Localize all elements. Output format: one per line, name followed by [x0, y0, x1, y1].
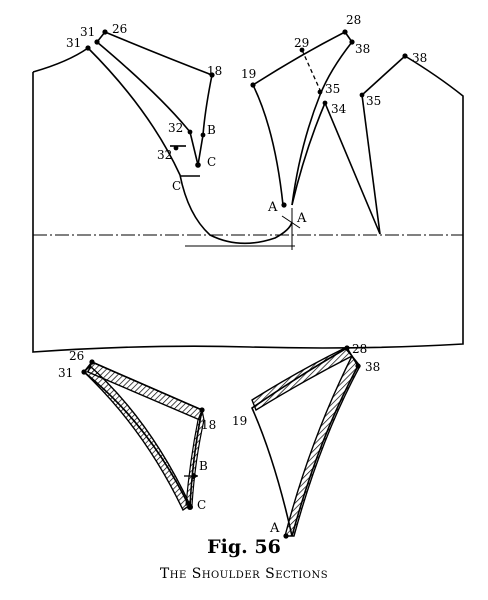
section-label-19: 19 [232, 414, 247, 428]
back-dart-top [252, 31, 346, 86]
label-A-right: A [296, 211, 307, 226]
section-label-26: 26 [69, 349, 84, 363]
label-34: 34 [331, 102, 347, 116]
label-18: 18 [207, 64, 222, 78]
arrow-B-head [192, 472, 198, 480]
label-C: C [207, 155, 216, 169]
line-34-to-base [324, 102, 381, 235]
label-31: 31 [66, 36, 81, 50]
bodice-labels: 31 31 26 18 32 32 B C C 28 29 38 19 35 3… [66, 13, 427, 226]
label-32-lower: 32 [157, 148, 172, 162]
front-dart-inner-leg [96, 41, 199, 166]
label-B: B [207, 123, 216, 137]
label-35-inner: 35 [325, 82, 340, 96]
label-28: 28 [346, 13, 361, 27]
label-38-inner: 38 [355, 42, 370, 56]
back-section-outline [251, 346, 359, 537]
section-label-C: C [197, 498, 206, 512]
back-dart-left-leg [252, 84, 284, 206]
bodice-outline [32, 55, 464, 353]
section-label-31: 31 [58, 366, 73, 380]
section-label-18: 18 [201, 418, 216, 432]
label-A-left: A [267, 200, 278, 215]
label-38-outer: 38 [412, 51, 427, 65]
label-31-top: 31 [80, 25, 95, 39]
armhole-curve [87, 47, 293, 245]
right-shoulder-line [361, 55, 406, 96]
line-35-to-base [361, 94, 381, 235]
pattern-points [85, 29, 408, 208]
label-19: 19 [241, 67, 256, 81]
front-shoulder-section: 26 31 18 B C [58, 349, 216, 512]
label-26: 26 [112, 22, 127, 36]
front-section-outline [82, 361, 203, 509]
back-dart-right-leg [291, 41, 353, 206]
label-C-lower: C [172, 179, 181, 193]
figure-title: The Shoulder Sections [159, 566, 329, 582]
front-dart-right-leg [197, 74, 213, 166]
section-label-B: B [199, 459, 208, 473]
section-label-A: A [269, 521, 280, 536]
label-35-outer: 35 [366, 94, 381, 108]
section-label-38: 38 [365, 360, 380, 374]
line-34-to-dart [291, 102, 326, 206]
figure-number: Fig. 56 [207, 536, 281, 558]
label-32: 32 [168, 121, 183, 135]
guide-diagonal [281, 215, 301, 229]
left-shoulder-line [32, 47, 89, 73]
dashed-29-35 [301, 49, 321, 91]
label-29: 29 [294, 36, 309, 50]
section-label-28: 28 [352, 342, 367, 356]
front-dart-top [104, 31, 213, 76]
back-shoulder-section: 28 38 19 A [232, 342, 380, 539]
